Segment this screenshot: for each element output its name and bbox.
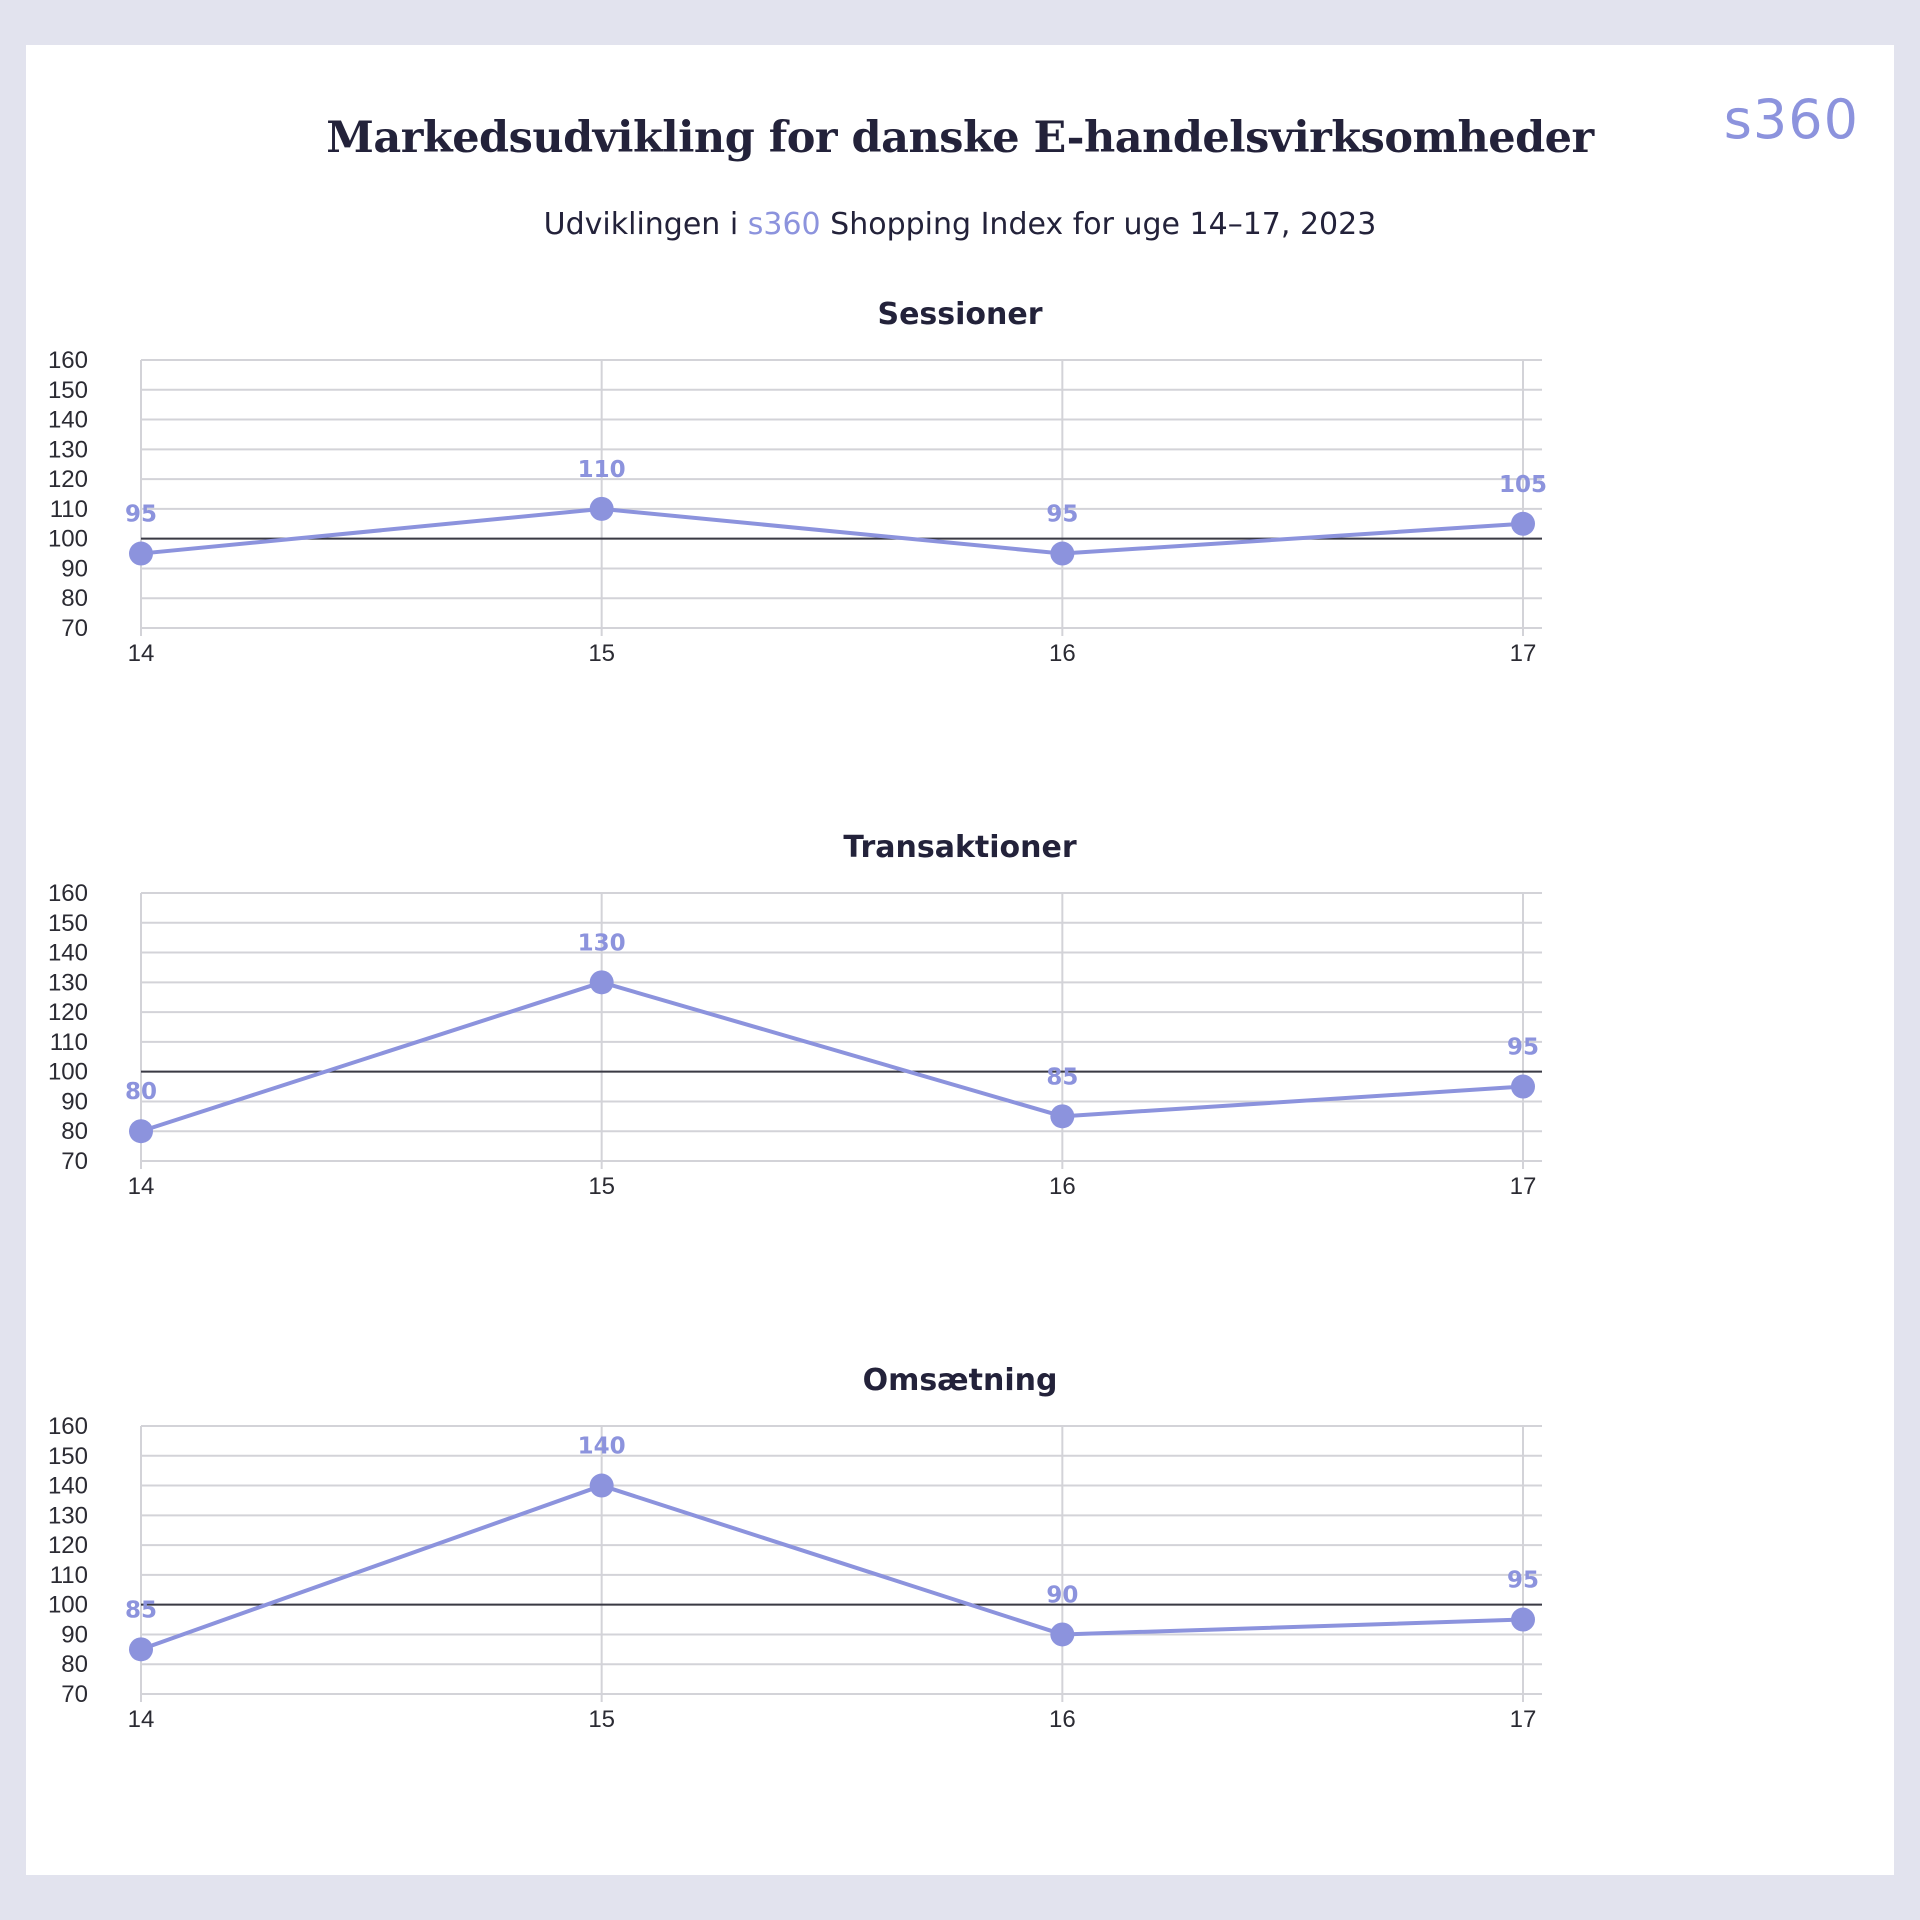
- y-tick-label: 110: [50, 1029, 88, 1056]
- x-tick-label: 16: [1049, 640, 1076, 667]
- data-point: [129, 541, 153, 566]
- y-tick-label: 100: [48, 1059, 88, 1086]
- y-tick-label: 80: [61, 1118, 88, 1145]
- y-tick-label: 70: [61, 1148, 88, 1175]
- data-label: 95: [1046, 502, 1078, 528]
- y-tick-label: 80: [61, 1651, 88, 1678]
- data-point: [1050, 1622, 1075, 1647]
- subtitle-suffix: Shopping Index for uge 14–17, 2023: [820, 207, 1377, 242]
- chart-card: s360 Markedsudvikling for danske E-hande…: [26, 45, 1894, 1875]
- data-point: [1050, 1104, 1075, 1129]
- subtitle-prefix: Udviklingen i: [543, 207, 748, 242]
- series-line: [140, 506, 1524, 556]
- y-tick-label: 90: [61, 1621, 88, 1648]
- chart-panel-sessioner: Sessioner 70 80 90 100 110 120 130 140 150 160 14 1…: [26, 297, 1894, 817]
- data-point: [1511, 1074, 1535, 1099]
- x-tick-label: 15: [588, 1173, 615, 1200]
- y-tick-label: 110: [50, 496, 88, 523]
- data-point: [589, 1473, 614, 1498]
- y-tick-label: 160: [48, 880, 88, 907]
- x-tick-label: 16: [1049, 1706, 1076, 1733]
- y-tick-label: 140: [48, 407, 88, 434]
- y-tick-label: 160: [48, 347, 88, 374]
- y-tick-label: 90: [61, 1088, 88, 1115]
- y-tick-label: 80: [61, 585, 88, 612]
- x-tick-label: 17: [1510, 640, 1537, 667]
- page-title: Markedsudvikling for danske E-handelsvir…: [326, 113, 1594, 163]
- y-tick-label: 100: [48, 526, 88, 553]
- chart-panel-transaktioner: Transaktioner 70 80 90 100 110 120 130 140 150 16…: [26, 830, 1894, 1350]
- data-point: [129, 1119, 153, 1144]
- data-point: [1511, 1607, 1535, 1632]
- y-tick-label: 130: [48, 1502, 88, 1529]
- x-tick-label: 16: [1049, 1173, 1076, 1200]
- y-tick-label: 110: [50, 1562, 88, 1589]
- y-tick-label: 120: [48, 466, 88, 493]
- series-line: [140, 980, 1524, 1134]
- y-tick-label: 90: [61, 555, 88, 582]
- x-tick-label: 17: [1510, 1173, 1537, 1200]
- x-tick-label: 15: [588, 640, 615, 667]
- y-tick-label: 150: [48, 377, 88, 404]
- subtitle-brand: s360: [747, 207, 821, 242]
- chart-panel-omsaetning: Omsætning 70 80 90 100 110 120 130 140 150 160 14 1…: [26, 1363, 1894, 1883]
- data-label: 95: [125, 502, 157, 528]
- data-label: 90: [1046, 1582, 1078, 1608]
- x-tick-label: 14: [128, 1706, 155, 1733]
- y-tick-label: 130: [48, 436, 88, 463]
- chart-title: Sessioner: [877, 297, 1043, 332]
- data-label: 130: [578, 930, 626, 956]
- data-label: 80: [125, 1079, 157, 1105]
- x-tick-label: 14: [128, 640, 155, 667]
- data-point: [1050, 541, 1075, 566]
- y-tick-label: 70: [61, 615, 88, 642]
- y-tick-label: 140: [48, 1473, 88, 1500]
- data-point: [1511, 511, 1535, 536]
- x-tick-label: 17: [1510, 1706, 1537, 1733]
- data-label: 85: [1046, 1064, 1078, 1090]
- data-point: [589, 970, 614, 995]
- data-label: 85: [125, 1597, 157, 1623]
- data-point: [129, 1637, 153, 1662]
- data-label: 95: [1507, 1568, 1539, 1594]
- s360-logo: s360: [1723, 88, 1859, 151]
- y-tick-label: 120: [48, 1532, 88, 1559]
- y-tick-label: 70: [61, 1681, 88, 1708]
- y-tick-label: 150: [48, 1443, 88, 1470]
- data-label: 95: [1507, 1035, 1539, 1061]
- y-tick-label: 140: [48, 940, 88, 967]
- y-tick-label: 160: [48, 1413, 88, 1440]
- chart-title: Omsætning: [862, 1363, 1058, 1398]
- data-point: [589, 496, 614, 521]
- data-label: 105: [1499, 472, 1547, 498]
- y-tick-label: 150: [48, 910, 88, 937]
- y-tick-label: 130: [48, 969, 88, 996]
- data-label: 110: [578, 457, 626, 483]
- y-tick-label: 100: [48, 1592, 88, 1619]
- y-tick-label: 120: [48, 999, 88, 1026]
- chart-title: Transaktioner: [843, 830, 1077, 865]
- x-tick-label: 14: [128, 1173, 155, 1200]
- x-tick-label: 15: [588, 1706, 615, 1733]
- series-line: [140, 1483, 1524, 1652]
- page-subtitle: Udviklingen i s360 Shopping Index for ug…: [26, 207, 1894, 242]
- data-label: 140: [578, 1434, 626, 1460]
